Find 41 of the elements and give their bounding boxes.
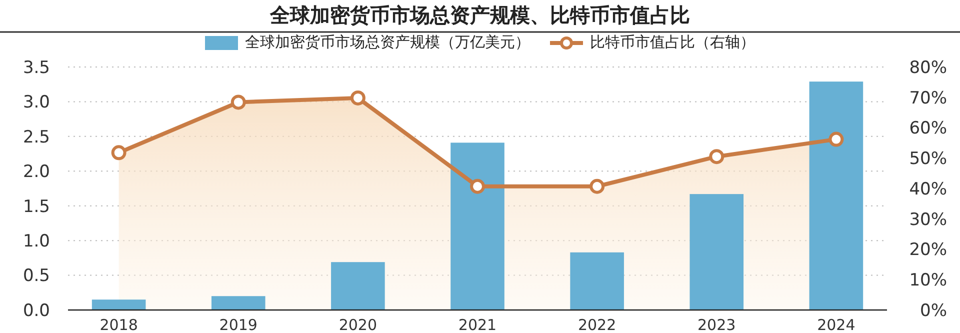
y-tick-label: 3.5 xyxy=(22,58,50,78)
y-tick-label: 2.0 xyxy=(22,162,50,182)
y-tick-label: 0.0 xyxy=(22,300,50,321)
y-tick-label: 0.5 xyxy=(22,266,50,286)
x-tick-label: 2023 xyxy=(698,316,736,333)
y2-tick-label: 0% xyxy=(920,300,947,321)
y2-tick-label: 50% xyxy=(909,149,947,170)
legend-label: 比特币市值占比（右轴） xyxy=(590,33,755,51)
point xyxy=(350,90,366,106)
y2-tick-label: 80% xyxy=(909,58,947,78)
y2-tick-label: 10% xyxy=(909,270,947,291)
y2-tick-label: 20% xyxy=(909,240,947,260)
y-tick-label: 2.5 xyxy=(22,127,50,148)
point xyxy=(111,145,126,160)
x-tick-label: 2021 xyxy=(458,316,497,333)
x-tick-label: 2022 xyxy=(578,316,616,333)
bar xyxy=(690,194,744,310)
x-tick-label: 2019 xyxy=(219,316,258,333)
x-tick-label: 2020 xyxy=(338,316,378,333)
chart-title: 全球加密货币市场总资产规模、比特币市值占比 xyxy=(269,3,690,27)
y-tick-label: 3.0 xyxy=(22,92,50,113)
point xyxy=(828,132,844,147)
legend-label: 全球加密货币市场总资产规模（万亿美元） xyxy=(245,33,530,51)
x-tick-label: 2018 xyxy=(100,316,138,333)
x-tick-label: 2024 xyxy=(817,316,856,333)
bar xyxy=(809,82,864,310)
bar xyxy=(211,296,266,310)
bar xyxy=(331,262,385,310)
point xyxy=(709,149,724,164)
y2-tick-label: 40% xyxy=(909,179,947,200)
y2-tick-label: 30% xyxy=(909,210,947,230)
bar xyxy=(92,300,146,310)
bar xyxy=(450,142,504,310)
y2-tick-label: 60% xyxy=(909,118,947,139)
point xyxy=(470,178,485,194)
bar xyxy=(570,252,624,310)
y-tick-label: 1.5 xyxy=(22,196,50,217)
y2-tick-label: 70% xyxy=(909,88,947,108)
point xyxy=(230,94,246,110)
y-tick-label: 1.0 xyxy=(22,232,50,252)
point xyxy=(590,178,605,194)
